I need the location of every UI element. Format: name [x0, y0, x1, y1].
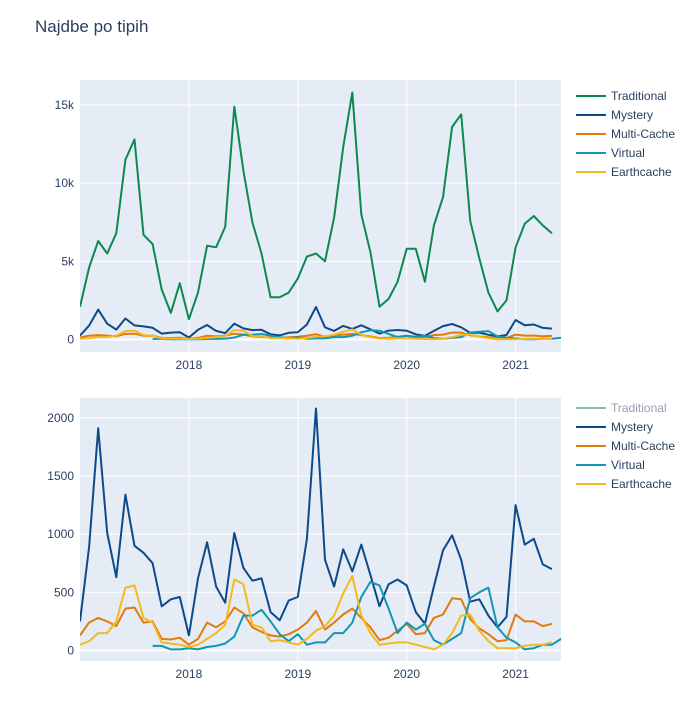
- plot-area: [80, 80, 561, 352]
- x-tick-label: 2018: [176, 358, 203, 372]
- legend-item-mystery[interactable]: Mystery: [576, 420, 653, 434]
- chart-title: Najdbe po tipih: [35, 17, 148, 36]
- series-line-virtual: [152, 580, 561, 651]
- legend-item-multi-cache[interactable]: Multi-Cache: [576, 127, 675, 141]
- y-tick-label: 1500: [47, 469, 74, 483]
- legend-label-traditional: Traditional: [611, 89, 667, 103]
- x-tick-label: 2019: [284, 667, 311, 681]
- y-tick-label: 0: [67, 332, 74, 346]
- legend-item-earthcache[interactable]: Earthcache: [576, 165, 672, 179]
- series-line-earthcache: [80, 575, 553, 651]
- chart-panel-bottom: 0 500 1000 1500 2000 2018 2019 2020 2021: [47, 398, 561, 681]
- legend-label-multi-cache: Multi-Cache: [611, 127, 675, 141]
- legend-label-mystery: Mystery: [611, 108, 653, 122]
- legend-item-multi-cache[interactable]: Multi-Cache: [576, 439, 675, 453]
- legend-label-virtual: Virtual: [611, 458, 645, 472]
- y-tick-label: 5k: [61, 254, 75, 268]
- x-tick-label: 2020: [393, 667, 420, 681]
- series-line-mystery: [80, 407, 553, 637]
- legend-top: Traditional Mystery Multi-Cache Virtual Eart…: [576, 89, 675, 179]
- legend-item-mystery[interactable]: Mystery: [576, 108, 653, 122]
- x-tick-label: 2021: [502, 667, 529, 681]
- chart-panel-top: 0 5k 10k 15k 2018 2019 2020 2021: [55, 80, 561, 372]
- x-tick-label: 2018: [176, 667, 203, 681]
- legend-item-earthcache[interactable]: Earthcache: [576, 477, 672, 491]
- legend-label-mystery: Mystery: [611, 420, 653, 434]
- plot-area: [80, 398, 561, 661]
- legend-label-multi-cache: Multi-Cache: [611, 439, 675, 453]
- y-tick-label: 0: [67, 644, 74, 658]
- legend-label-earthcache: Earthcache: [611, 165, 672, 179]
- legend-item-traditional[interactable]: Traditional: [576, 89, 667, 103]
- legend-label-earthcache: Earthcache: [611, 477, 672, 491]
- y-tick-label: 10k: [55, 176, 75, 190]
- y-tick-label: 15k: [55, 98, 75, 112]
- legend-label-virtual: Virtual: [611, 146, 645, 160]
- y-tick-label: 1000: [47, 527, 74, 541]
- x-tick-label: 2019: [284, 358, 311, 372]
- x-tick-label: 2021: [502, 358, 529, 372]
- legend-item-virtual[interactable]: Virtual: [576, 458, 645, 472]
- y-tick-label: 2000: [47, 411, 74, 425]
- legend-bottom: Traditional Mystery Multi-Cache Virtual Eart…: [576, 401, 675, 491]
- legend-label-traditional: Traditional: [611, 401, 667, 415]
- series-line-traditional: [80, 91, 553, 321]
- x-tick-label: 2020: [393, 358, 420, 372]
- series-line-multi-cache: [80, 597, 553, 646]
- series-line-earthcache: [80, 328, 552, 341]
- legend-item-virtual[interactable]: Virtual: [576, 146, 645, 160]
- y-tick-label: 500: [54, 585, 74, 599]
- legend-item-traditional[interactable]: Traditional: [576, 401, 667, 415]
